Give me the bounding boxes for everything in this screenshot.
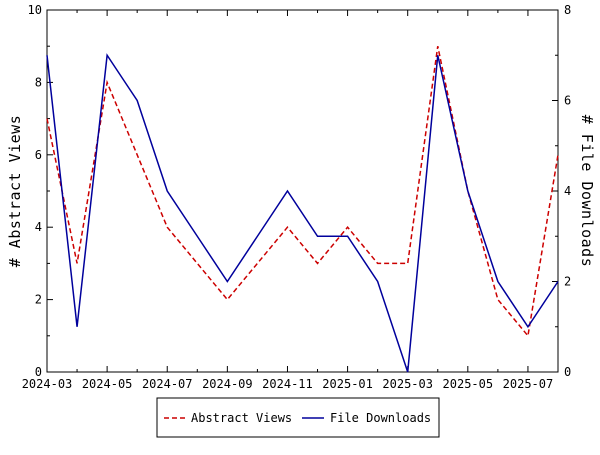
y-tick-label-left: 4 <box>35 220 42 234</box>
x-tick-label: 2024-11 <box>262 377 313 391</box>
legend-label-file-downloads: File Downloads <box>330 411 431 425</box>
legend-label-abstract-views: Abstract Views <box>191 411 292 425</box>
x-tick-label: 2025-07 <box>503 377 554 391</box>
legend-box <box>156 397 440 438</box>
y-axis-right-title: # File Downloads <box>578 115 596 268</box>
y-tick-label-left: 10 <box>28 3 42 17</box>
legend: Abstract Views File Downloads <box>156 397 440 438</box>
x-tick-label: 2025-03 <box>382 377 433 391</box>
x-tick-label: 2025-01 <box>322 377 373 391</box>
series-line-file-downloads <box>46 53 559 373</box>
y-tick-label-right: 4 <box>564 184 571 198</box>
x-tick-label: 2024-09 <box>202 377 253 391</box>
y-tick-label-right: 8 <box>564 3 571 17</box>
series-line-abstract-views <box>46 46 559 338</box>
series-layer <box>46 46 559 373</box>
y-tick-label-left: 8 <box>35 75 42 89</box>
plot-frame <box>46 9 559 373</box>
y-axis-left-title: # Abstract Views <box>6 115 24 268</box>
x-tick-label: 2024-05 <box>82 377 133 391</box>
x-axis: 2024-03 2024-05 2024-07 2024-09 2024-11 2025-… <box>22 10 559 391</box>
y-tick-label-left: 6 <box>35 148 42 162</box>
y-tick-label-right: 2 <box>564 275 571 289</box>
x-tick-label: 2024-03 <box>22 377 73 391</box>
x-tick-label: 2024-07 <box>142 377 193 391</box>
x-tick-label: 2025-05 <box>443 377 494 391</box>
y-tick-label-left: 2 <box>35 293 42 307</box>
y-tick-label-left: 0 <box>35 365 42 379</box>
y-axis-left: 0 2 4 6 8 10 <box>28 3 53 379</box>
y-tick-label-right: 0 <box>564 365 571 379</box>
y-tick-label-right: 6 <box>564 94 571 108</box>
y-axis-right: 0 2 4 6 8 <box>552 3 571 379</box>
